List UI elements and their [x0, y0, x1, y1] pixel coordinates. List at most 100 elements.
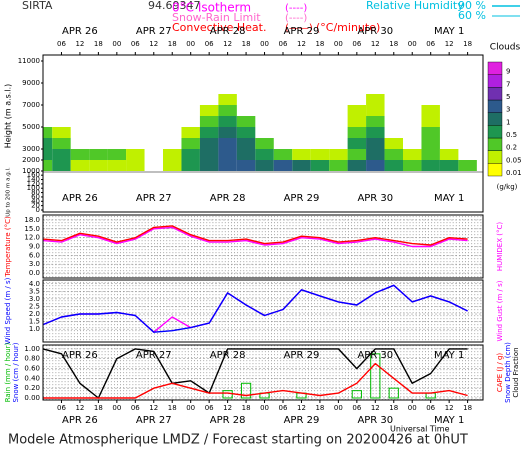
cloud-cell — [145, 127, 163, 138]
hour-label: 06 — [205, 404, 214, 412]
cloud-cell — [108, 127, 126, 138]
cloud-cell — [218, 138, 237, 149]
cloud-cell — [126, 149, 145, 160]
y2-axis-title: Snow Depth (cm) — [504, 342, 512, 403]
cloud-cell — [43, 160, 53, 171]
cloud-cell — [274, 127, 292, 138]
cloud-cell — [310, 160, 330, 171]
y-tick-label: 12.0 — [24, 234, 40, 242]
cloud-cell — [292, 127, 310, 138]
hour-label: 06 — [426, 40, 435, 48]
hour-label: 00 — [186, 404, 195, 412]
cloud-cell — [421, 138, 440, 149]
cloud-cell — [199, 138, 219, 149]
cloud-cell — [385, 127, 403, 138]
cloud-cell — [52, 105, 70, 116]
cloud-cell — [421, 105, 440, 116]
colorbar-box — [487, 150, 503, 164]
cloud-cell — [52, 116, 70, 127]
y-tick-label: 3.0 — [29, 260, 40, 268]
y-tick-label-agl: 120 — [27, 180, 40, 188]
hour-label: 18 — [242, 40, 251, 48]
day-label: APR 29 — [284, 193, 320, 204]
snow-limit-legend: Snow-Rain Limit — [172, 11, 261, 24]
day-label: MAY 1 — [434, 415, 464, 426]
cloud-cell — [403, 149, 422, 160]
cloud-cell — [52, 127, 71, 138]
cloud-cell — [126, 160, 145, 171]
cloud-cell — [181, 160, 200, 171]
y-tick-label: 5000 — [22, 123, 40, 131]
cloud-cell — [236, 116, 256, 127]
cloud-cell — [403, 116, 421, 127]
hour-label: 06 — [131, 40, 140, 48]
cloud-cell — [71, 105, 89, 116]
colorbar-box — [487, 99, 503, 113]
cloud-cell — [145, 116, 163, 127]
cloud-cell — [199, 127, 219, 138]
hour-label: 00 — [260, 404, 269, 412]
cloud-cell — [292, 105, 310, 116]
hour-label: 00 — [260, 40, 269, 48]
colorbar-label: 1 — [506, 118, 510, 126]
cloud-cell — [274, 138, 292, 149]
hour-label: 06 — [131, 404, 140, 412]
cloud-cell — [347, 105, 367, 116]
y-tick-label: 1000 — [22, 167, 40, 175]
day-label: APR 26 — [62, 415, 98, 426]
cloud-cell — [347, 138, 367, 149]
day-label: MAY 1 — [434, 26, 464, 37]
cloud-cell — [89, 105, 107, 116]
hour-label: 12 — [445, 404, 454, 412]
y2-axis-title: HUMIDEX (°C) — [496, 222, 504, 271]
cloud-cell — [311, 116, 329, 127]
colorbar-label: 3 — [506, 106, 510, 114]
colorbar-label: 7 — [506, 80, 510, 88]
hour-label: 18 — [94, 404, 103, 412]
y-tick-label: 7000 — [22, 101, 40, 109]
colorbar-title: Clouds — [490, 43, 521, 53]
panel-frame — [42, 214, 484, 279]
cloud-cell — [458, 160, 477, 171]
y-tick-label: 9000 — [22, 79, 40, 87]
cloud-cell — [329, 105, 347, 116]
cloud-cell — [126, 138, 144, 149]
hour-label: 12 — [297, 404, 306, 412]
cloud-cell — [218, 116, 237, 127]
cloud-cell — [237, 105, 255, 116]
cloud-cell — [366, 116, 385, 127]
cloud-cell — [440, 116, 458, 127]
series-line — [42, 284, 468, 333]
cloud-cell — [329, 149, 348, 160]
hour-label: 12 — [371, 404, 380, 412]
cloud-cell — [163, 127, 181, 138]
cloud-cell — [440, 94, 458, 105]
cloud-cell — [311, 105, 329, 116]
cloud-cell — [385, 94, 403, 105]
footer: Modele Atmospherique LMDZ / Forecast sta… — [8, 433, 468, 448]
cloud-cell — [439, 160, 459, 171]
cloud-cell — [421, 94, 439, 105]
cloud-cell — [311, 127, 329, 138]
cloud-cell — [181, 149, 200, 160]
cloud-cell — [347, 149, 367, 160]
cloud-cell — [384, 160, 403, 171]
day-label: APR 30 — [357, 350, 393, 361]
cloud-cell — [107, 149, 127, 160]
hour-label: 00 — [408, 404, 417, 412]
hour-label: 00 — [112, 404, 121, 412]
y-tick-label: 0.20 — [24, 384, 40, 392]
cloud-cell — [126, 94, 144, 105]
cloud-cell — [292, 149, 311, 160]
day-label: MAY 1 — [434, 350, 464, 361]
cloud-cell — [366, 94, 385, 105]
hour-label: 18 — [315, 404, 324, 412]
colorbar-label: 0.01 — [506, 169, 522, 177]
y-tick-label: 2.5 — [29, 302, 40, 310]
cloud-cell — [199, 160, 219, 171]
hour-label: 06 — [426, 404, 435, 412]
cloud-cell — [366, 105, 385, 116]
cloud-cell — [145, 138, 163, 149]
y-tick-label: 2000 — [22, 156, 40, 164]
convective-key: (——) — [285, 23, 313, 34]
